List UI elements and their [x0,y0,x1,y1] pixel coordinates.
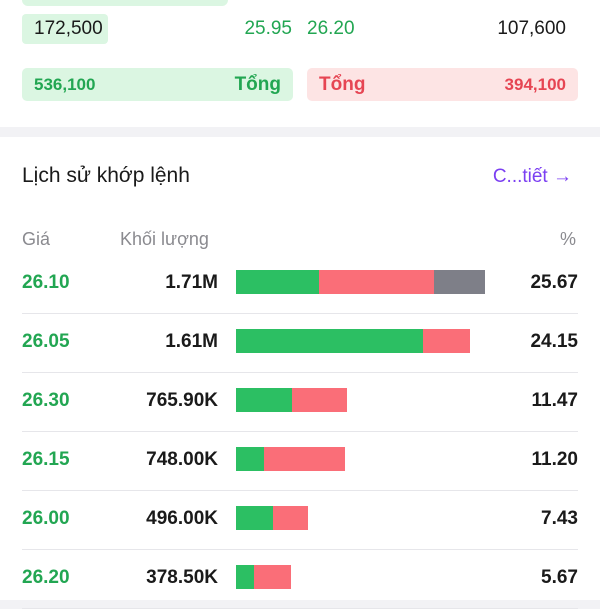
row-volume: 496.00K [146,508,218,529]
sell-segment [264,447,345,471]
ask-volume: 107,600 [497,18,566,39]
other-segment [433,270,485,294]
row-price: 26.20 [22,567,70,588]
bid-volume-highlight [22,14,108,44]
volume-bar [236,506,309,530]
total-sell-box: Tổng 394,100 [307,68,578,101]
buy-segment [236,565,255,589]
row-percent: 24.15 [530,331,578,352]
orderbook-card: 172,500 25.95 26.20 107,600 536,100 Tổng… [0,0,600,127]
buy-segment [236,388,292,412]
row-volume: 765.90K [146,390,218,411]
row-divider [22,313,578,314]
row-percent: 5.67 [541,567,578,588]
match-history-card: Lịch sử khớp lệnh C...tiết → Giá Khối lư… [0,137,600,609]
column-header-volume: Khối lượng [120,229,209,249]
row-percent: 11.20 [531,449,579,470]
table-row: 26.15 748.00K 11.20 [0,432,600,491]
row-divider [22,431,578,432]
row-percent: 11.47 [531,390,579,411]
table-row: 26.00 496.00K 7.43 [0,491,600,550]
sell-segment [318,270,434,294]
row-percent: 7.43 [541,508,578,529]
row-percent: 25.67 [530,272,578,293]
buy-segment [236,329,424,353]
volume-bar [236,447,345,471]
section-title: Lịch sử khớp lệnh [22,164,190,187]
table-row: 26.05 1.61M 24.15 [0,314,600,373]
row-volume: 748.00K [146,449,218,470]
table-row: 26.30 765.90K 11.47 [0,373,600,432]
row-price: 26.30 [22,390,70,411]
bid-volume: 172,500 [34,18,103,39]
ask-price: 26.20 [307,18,355,39]
orderbook-row-partial [22,0,228,6]
sell-segment [254,565,291,589]
total-buy-value: 536,100 [34,75,96,94]
volume-bar [236,270,485,294]
table-row: 26.20 378.50K 5.67 [0,550,600,609]
volume-bar [236,388,348,412]
sell-segment [291,388,348,412]
row-divider [22,549,578,550]
match-history-list: 26.10 1.71M 25.67 26.05 1.61M 24.15 26.30 765.9… [0,255,600,609]
total-buy-label: Tổng [234,74,281,95]
sell-segment [423,329,471,353]
bid-price: 25.95 [244,18,292,39]
row-price: 26.05 [22,331,70,352]
row-divider [22,490,578,491]
buy-segment [236,270,319,294]
total-buy-box: 536,100 Tổng [22,68,293,101]
table-row: 26.10 1.71M 25.67 [0,255,600,314]
row-divider [22,372,578,373]
buy-segment [236,506,274,530]
volume-bar [236,329,471,353]
row-price: 26.15 [22,449,70,470]
row-price: 26.00 [22,508,70,529]
row-volume: 1.71M [165,272,218,293]
detail-link[interactable]: C...tiết → [492,166,572,187]
row-volume: 1.61M [165,331,218,352]
column-header-price: Giá [22,229,51,249]
volume-bar [236,565,291,589]
total-sell-value: 394,100 [504,75,566,94]
orderbook-row: 172,500 25.95 26.20 107,600 [0,14,600,44]
total-sell-label: Tổng [319,74,366,95]
sell-segment [273,506,309,530]
row-volume: 378.50K [146,567,218,588]
buy-segment [236,447,265,471]
row-price: 26.10 [22,272,70,293]
column-header-percent: % [559,229,576,249]
